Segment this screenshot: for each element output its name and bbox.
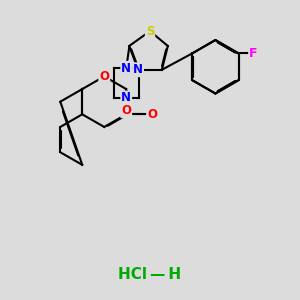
Text: N: N	[121, 62, 131, 75]
Text: N: N	[133, 63, 143, 76]
Text: S: S	[146, 25, 154, 38]
Text: O: O	[99, 70, 109, 83]
Text: N: N	[121, 92, 131, 104]
Text: O: O	[147, 108, 157, 121]
Text: HCl — H: HCl — H	[118, 267, 182, 282]
Text: O: O	[121, 104, 131, 117]
Text: F: F	[249, 47, 258, 60]
